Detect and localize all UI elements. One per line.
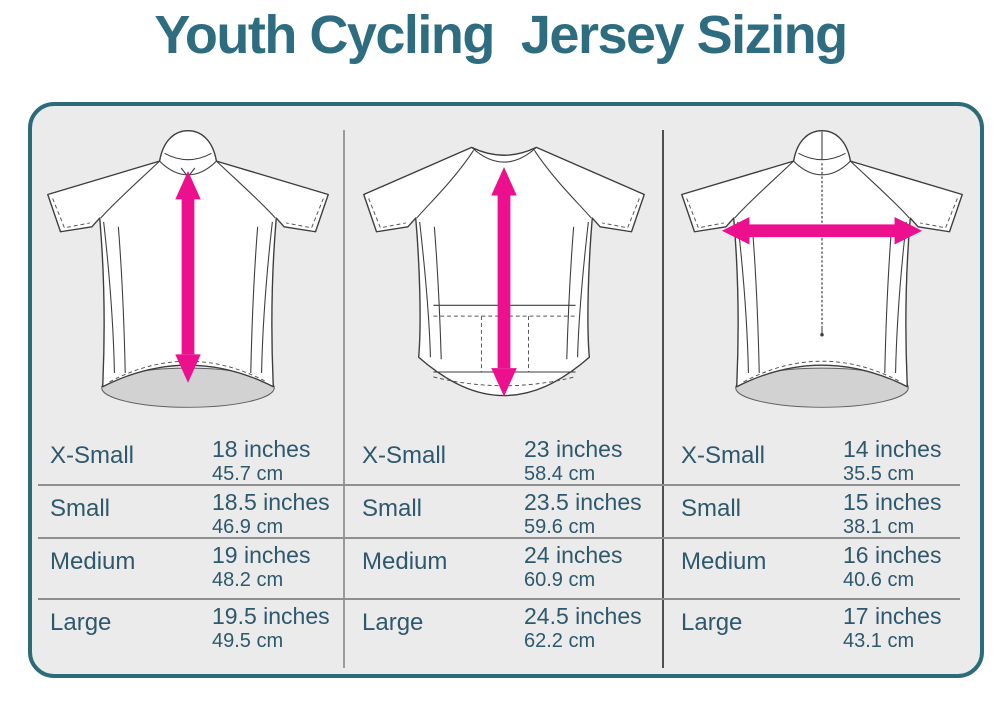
row-divider <box>38 484 960 486</box>
table-row: Large 17 inches 43.1 cm <box>663 598 980 658</box>
back-length-arrow-icon <box>490 167 517 397</box>
size-label: Medium <box>50 548 136 575</box>
inches-value: 16 inches <box>843 542 942 568</box>
size-label: Small <box>362 495 423 522</box>
row-divider <box>38 598 960 600</box>
size-label: Medium <box>681 548 767 575</box>
table-row: X-Small 23 inches 58.4 cm <box>344 431 663 485</box>
table-row: Small 18.5 inches 46.9 cm <box>32 484 344 538</box>
panel-front-length: X-Small 18 inches 45.7 cm Small 18.5 inch… <box>32 106 344 674</box>
size-label: Large <box>50 609 112 636</box>
cm-value: 40.6 cm <box>843 569 915 591</box>
front-length-arrow-icon <box>175 170 201 383</box>
cm-value: 62.2 cm <box>524 630 596 652</box>
cm-value: 46.9 cm <box>212 516 284 538</box>
inches-value: 19 inches <box>212 542 311 568</box>
cm-value: 38.1 cm <box>843 516 915 538</box>
inches-value: 24 inches <box>524 542 623 568</box>
table-row: Large 24.5 inches 62.2 cm <box>344 598 663 658</box>
table-row: Small 23.5 inches 59.6 cm <box>344 484 663 538</box>
cm-value: 59.6 cm <box>524 516 596 538</box>
front-length-size-table: X-Small 18 inches 45.7 cm Small 18.5 inch… <box>32 431 344 674</box>
inches-value: 17 inches <box>843 603 942 629</box>
page-title: Youth Cycling Jersey Sizing <box>154 5 848 65</box>
cm-value: 49.5 cm <box>212 630 284 652</box>
chest-width-arrow-icon <box>721 217 922 245</box>
inches-value: 19.5 inches <box>212 603 330 629</box>
table-row: Medium 24 inches 60.9 cm <box>344 537 663 598</box>
zipper-icon <box>819 163 824 337</box>
cm-value: 43.1 cm <box>843 630 915 652</box>
size-label: X-Small <box>50 442 135 469</box>
sizing-board: X-Small 18 inches 45.7 cm Small 18.5 inch… <box>28 102 984 678</box>
table-row: X-Small 14 inches 35.5 cm <box>663 431 980 485</box>
hem-opening-shape <box>734 367 909 408</box>
inches-value: 24.5 inches <box>524 603 642 629</box>
jersey-front-zipper-diagram <box>663 106 980 431</box>
column-divider <box>343 130 345 668</box>
table-row: X-Small 18 inches 45.7 cm <box>32 431 344 485</box>
size-label: Medium <box>362 548 448 575</box>
cm-value: 60.9 cm <box>524 569 596 591</box>
cm-value: 35.5 cm <box>843 463 915 485</box>
jersey-back-illustration <box>362 146 645 397</box>
jersey-back-view-diagram <box>344 106 663 431</box>
jersey-front-zipper-illustration <box>680 130 963 408</box>
column-divider <box>662 130 664 668</box>
inches-value: 23 inches <box>524 436 623 462</box>
jersey-front-view-diagram <box>32 106 344 431</box>
back-length-size-table: X-Small 23 inches 58.4 cm Small 23.5 inch… <box>344 431 663 674</box>
table-row: Medium 16 inches 40.6 cm <box>663 537 980 598</box>
size-label: X-Small <box>681 442 766 469</box>
chest-width-size-table: X-Small 14 inches 35.5 cm Small 15 inches… <box>663 431 980 674</box>
inches-value: 15 inches <box>843 489 942 515</box>
cm-value: 45.7 cm <box>212 463 284 485</box>
inches-value: 23.5 inches <box>524 489 642 515</box>
cm-value: 48.2 cm <box>212 569 284 591</box>
inches-value: 18.5 inches <box>212 489 330 515</box>
panel-chest-width: X-Small 14 inches 35.5 cm Small 15 inches… <box>663 106 980 674</box>
table-row: Small 15 inches 38.1 cm <box>663 484 980 538</box>
panel-back-length: X-Small 23 inches 58.4 cm Small 23.5 inch… <box>344 106 663 674</box>
inches-value: 18 inches <box>212 436 311 462</box>
size-label: Large <box>681 609 743 636</box>
inches-value: 14 inches <box>843 436 942 462</box>
size-label: X-Small <box>362 442 447 469</box>
cm-value: 58.4 cm <box>524 463 596 485</box>
table-row: Medium 19 inches 48.2 cm <box>32 537 344 598</box>
jersey-front-illustration <box>47 130 329 408</box>
size-label: Small <box>681 495 742 522</box>
size-label: Small <box>50 495 111 522</box>
row-divider <box>38 537 960 539</box>
table-row: Large 19.5 inches 49.5 cm <box>32 598 344 658</box>
size-label: Large <box>362 609 424 636</box>
